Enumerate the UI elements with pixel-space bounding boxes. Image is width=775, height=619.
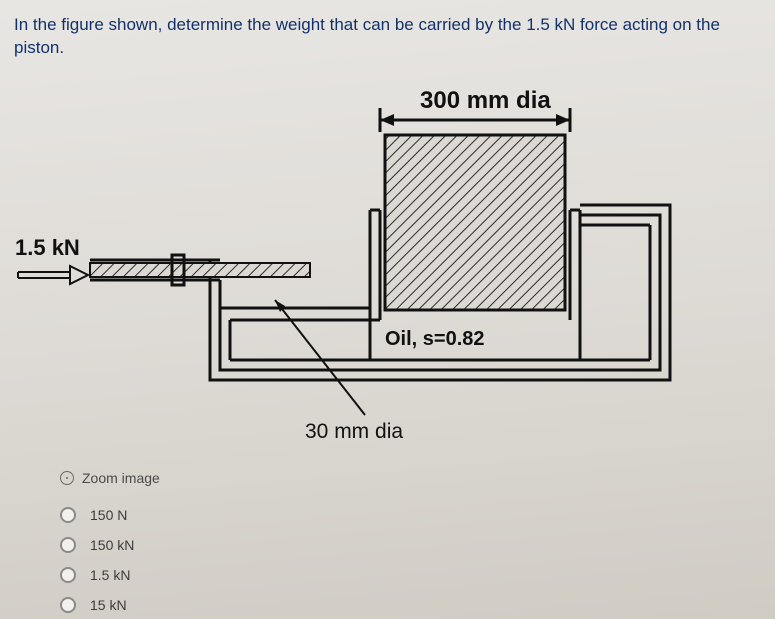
figure-container: 300 mm dia xyxy=(0,60,775,450)
option-label: 1.5 kN xyxy=(90,567,130,583)
option-1-5kn[interactable]: 1.5 kN xyxy=(60,560,134,590)
radio-icon xyxy=(60,597,76,613)
option-150kn[interactable]: 150 kN xyxy=(60,530,134,560)
zoom-label: Zoom image xyxy=(82,470,160,486)
zoom-image-link[interactable]: Zoom image xyxy=(60,470,160,486)
leader-line xyxy=(275,300,365,415)
question-text: In the figure shown, determine the weigh… xyxy=(0,0,775,60)
small-piston xyxy=(90,263,310,277)
force-label: 1.5 kN xyxy=(15,235,80,260)
answer-options: 150 N 150 kN 1.5 kN 15 kN xyxy=(60,500,134,619)
small-dia-label: 30 mm dia xyxy=(305,420,403,443)
hydraulic-figure: 300 mm dia xyxy=(0,60,775,480)
large-piston xyxy=(385,135,565,310)
option-15kn[interactable]: 15 kN xyxy=(60,590,134,619)
option-label: 150 N xyxy=(90,507,127,523)
option-150n[interactable]: 150 N xyxy=(60,500,134,530)
top-dia-label: 300 mm dia xyxy=(420,87,551,114)
radio-icon xyxy=(60,537,76,553)
oil-label: Oil, s=0.82 xyxy=(385,328,485,350)
option-label: 150 kN xyxy=(90,537,134,553)
option-label: 15 kN xyxy=(90,597,127,613)
radio-icon xyxy=(60,507,76,523)
target-icon xyxy=(60,471,74,485)
radio-icon xyxy=(60,567,76,583)
